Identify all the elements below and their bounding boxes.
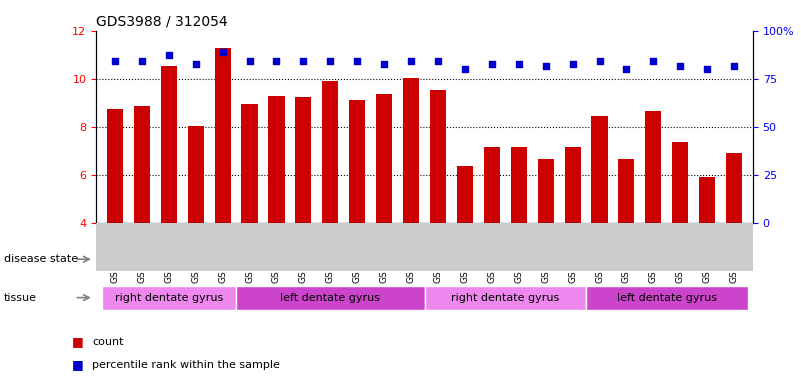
Point bbox=[351, 58, 364, 64]
Point bbox=[701, 66, 714, 72]
Point bbox=[539, 63, 552, 69]
Text: did not develop epilepsy: did not develop epilepsy bbox=[517, 254, 654, 264]
Text: left dentate gyrus: left dentate gyrus bbox=[280, 293, 380, 303]
FancyBboxPatch shape bbox=[236, 286, 425, 310]
Text: tissue: tissue bbox=[4, 293, 37, 303]
Bar bbox=[484, 147, 500, 223]
Point bbox=[432, 58, 445, 64]
Bar bbox=[672, 142, 688, 223]
Bar bbox=[376, 94, 392, 223]
Point bbox=[458, 66, 471, 72]
Point bbox=[378, 61, 391, 68]
Bar bbox=[646, 111, 662, 223]
Point bbox=[216, 49, 229, 55]
Bar bbox=[268, 96, 284, 223]
Point bbox=[189, 61, 202, 68]
FancyBboxPatch shape bbox=[586, 286, 747, 310]
Text: count: count bbox=[92, 337, 123, 347]
Bar bbox=[537, 159, 553, 223]
Bar bbox=[430, 89, 446, 223]
Point bbox=[324, 58, 336, 64]
Text: right dentate gyrus: right dentate gyrus bbox=[451, 293, 559, 303]
Bar bbox=[134, 106, 150, 223]
Text: percentile rank within the sample: percentile rank within the sample bbox=[92, 360, 280, 370]
Point bbox=[244, 58, 256, 64]
FancyBboxPatch shape bbox=[425, 286, 586, 310]
Bar bbox=[699, 177, 715, 223]
Bar bbox=[618, 159, 634, 223]
Point bbox=[513, 61, 525, 68]
Bar bbox=[187, 126, 203, 223]
Point bbox=[593, 58, 606, 64]
Bar bbox=[726, 153, 743, 223]
Bar bbox=[591, 116, 608, 223]
Bar bbox=[161, 66, 177, 223]
Point bbox=[485, 61, 498, 68]
Point bbox=[727, 63, 740, 69]
Point bbox=[647, 58, 660, 64]
Point bbox=[620, 66, 633, 72]
FancyBboxPatch shape bbox=[425, 247, 747, 271]
Point bbox=[566, 61, 579, 68]
Point bbox=[674, 63, 686, 69]
Text: GDS3988 / 312054: GDS3988 / 312054 bbox=[96, 14, 227, 28]
FancyBboxPatch shape bbox=[102, 286, 236, 310]
Text: developed epilepsy: developed epilepsy bbox=[209, 254, 317, 264]
FancyBboxPatch shape bbox=[102, 247, 425, 271]
Point bbox=[135, 58, 148, 64]
Bar bbox=[296, 97, 312, 223]
Bar bbox=[107, 109, 123, 223]
Point bbox=[270, 58, 283, 64]
Bar bbox=[241, 104, 258, 223]
Bar bbox=[349, 100, 365, 223]
Bar bbox=[565, 147, 581, 223]
Bar bbox=[215, 48, 231, 223]
Point bbox=[297, 58, 310, 64]
Bar bbox=[403, 78, 419, 223]
Point bbox=[163, 52, 175, 58]
Point bbox=[109, 58, 122, 64]
Text: ■: ■ bbox=[72, 335, 84, 348]
Text: disease state: disease state bbox=[4, 254, 78, 264]
Point bbox=[405, 58, 417, 64]
Text: left dentate gyrus: left dentate gyrus bbox=[617, 293, 717, 303]
Bar bbox=[511, 147, 527, 223]
Text: ■: ■ bbox=[72, 358, 84, 371]
Bar bbox=[322, 81, 338, 223]
Text: right dentate gyrus: right dentate gyrus bbox=[115, 293, 223, 303]
Bar bbox=[457, 166, 473, 223]
